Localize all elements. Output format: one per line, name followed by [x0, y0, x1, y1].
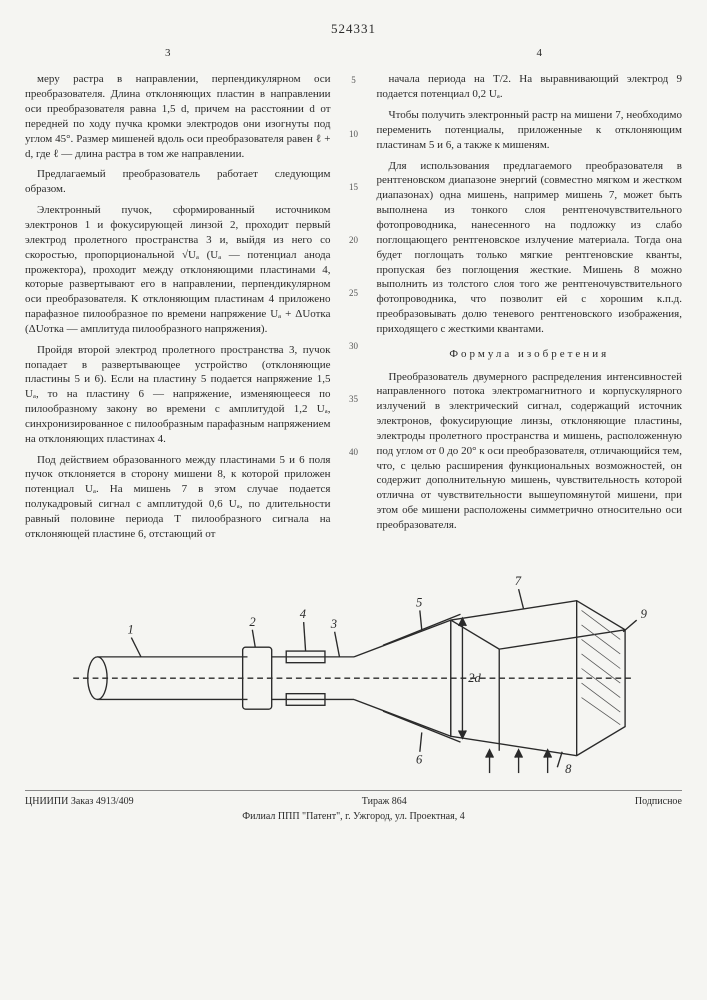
page-left: 3: [165, 46, 171, 61]
footer-line-2: Филиал ППП "Патент", г. Ужгород, ул. Про…: [25, 810, 682, 824]
footer-order: ЦНИИПИ Заказ 4913/409: [25, 795, 134, 809]
para: начала периода на T/2. На выравнивающий …: [377, 72, 683, 102]
para: Преобразователь двумерного распределения…: [377, 370, 683, 533]
line-number: 20: [349, 234, 358, 246]
para: Для использования предлагаемого преобраз…: [377, 159, 683, 337]
footer-line-1: ЦНИИПИ Заказ 4913/409 Тираж 864 Подписно…: [25, 790, 682, 809]
footer-sign: Подписное: [635, 795, 682, 809]
para: Предлагаемый преобразователь работает сл…: [25, 167, 331, 197]
fig-label-1: 1: [127, 622, 133, 636]
para: Электронный пучок, сформированный источн…: [25, 203, 331, 337]
patent-figure: 1 2 3 4 5 6 7 8 9 2d: [25, 562, 682, 780]
fig-label-6: 6: [415, 752, 422, 766]
formula-title: Формула изобретения: [377, 347, 683, 362]
line-number: 25: [349, 287, 358, 299]
fig-dim-2d: 2d: [468, 671, 481, 685]
line-number: 30: [349, 340, 358, 352]
device-diagram: 1 2 3 4 5 6 7 8 9 2d: [34, 562, 674, 775]
line-number: 15: [349, 181, 358, 193]
para: меру растра в направлении, перпендикуляр…: [25, 72, 331, 161]
line-number: 10: [349, 128, 358, 140]
footer-tirage: Тираж 864: [362, 795, 407, 809]
fig-label-5: 5: [415, 595, 421, 609]
document-number: 524331: [25, 20, 682, 38]
fig-label-7: 7: [514, 574, 521, 588]
line-number: 40: [349, 446, 358, 458]
para: Под действием образованного между пласти…: [25, 453, 331, 542]
page-numbers: 3 4: [25, 46, 682, 61]
column-left: меру растра в направлении, перпендикуляр…: [25, 72, 331, 547]
column-right: начала периода на T/2. На выравнивающий …: [377, 72, 683, 547]
fig-label-3: 3: [329, 617, 336, 631]
page-right: 4: [537, 46, 543, 61]
fig-label-8: 8: [565, 762, 572, 775]
line-number: 5: [351, 74, 356, 86]
line-number-gutter: 5 10 15 20 25 30 35 40: [345, 72, 363, 547]
para: Пройдя второй электрод пролетного простр…: [25, 343, 331, 447]
para: Чтобы получить электронный растр на мише…: [377, 108, 683, 153]
line-number: 35: [349, 393, 358, 405]
fig-label-4: 4: [299, 607, 305, 621]
fig-label-9: 9: [640, 607, 647, 621]
text-columns: меру растра в направлении, перпендикуляр…: [25, 72, 682, 547]
fig-label-2: 2: [249, 615, 256, 629]
